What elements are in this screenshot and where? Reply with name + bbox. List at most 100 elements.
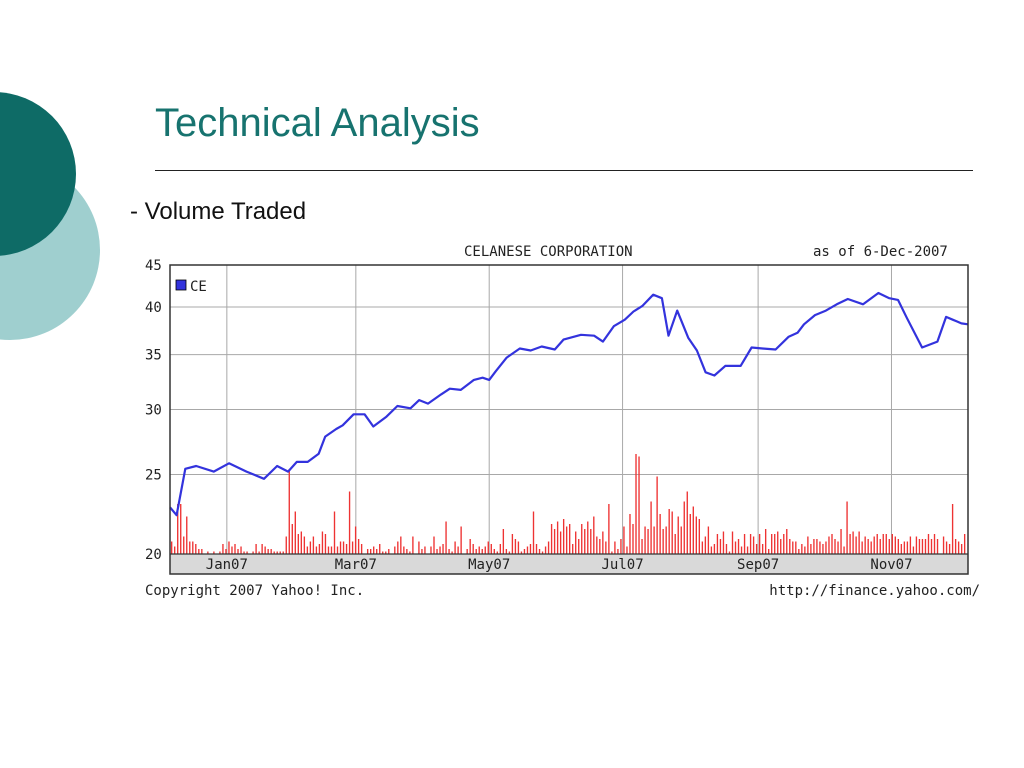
volume-bar xyxy=(764,529,767,554)
volume-bar xyxy=(662,529,664,554)
volume-bar xyxy=(698,519,701,554)
volume-bar xyxy=(948,544,951,554)
volume-bar xyxy=(538,549,541,554)
bullet-text: - Volume Traded xyxy=(130,198,307,225)
volume-bar xyxy=(237,549,239,554)
volume-bar xyxy=(246,551,248,554)
volume-bar xyxy=(650,501,652,554)
volume-bar xyxy=(276,551,278,554)
volume-bar xyxy=(789,539,791,554)
volume-bar xyxy=(846,501,848,554)
volume-bar xyxy=(418,541,420,554)
decorative-circles xyxy=(0,92,100,340)
volume-bar xyxy=(924,539,927,554)
volume-bar xyxy=(264,546,266,554)
volume-bar xyxy=(333,511,336,554)
volume-bar xyxy=(906,541,909,554)
volume-bar xyxy=(957,541,960,554)
x-tick-label: Nov07 xyxy=(870,557,912,573)
volume-bar xyxy=(291,524,293,554)
volume-bar xyxy=(707,526,710,554)
chart-as-of-date: as of 6-Dec-2007 xyxy=(813,244,948,260)
volume-bar xyxy=(825,541,827,554)
volume-bar xyxy=(502,529,505,554)
volume-bar xyxy=(629,514,631,554)
volume-bar xyxy=(885,534,887,554)
volume-bar xyxy=(867,539,869,554)
volume-bar xyxy=(777,531,779,554)
volume-bar xyxy=(484,546,486,554)
volume-bar xyxy=(312,536,315,554)
y-tick-label: 30 xyxy=(145,403,162,419)
volume-bar xyxy=(900,544,903,554)
title-divider xyxy=(155,170,973,171)
volume-bar xyxy=(475,549,477,554)
volume-bar xyxy=(942,536,945,554)
volume-bar xyxy=(348,491,351,554)
volume-bar xyxy=(783,534,785,554)
volume-bar xyxy=(382,551,384,554)
volume-bar xyxy=(342,541,345,554)
volume-bar xyxy=(590,529,592,554)
volume-bar xyxy=(644,526,646,554)
volume-bar xyxy=(180,504,182,554)
volume-bar xyxy=(186,516,188,554)
volume-bar xyxy=(786,529,788,554)
price-line-ce xyxy=(169,291,969,517)
volume-bar xyxy=(532,511,535,554)
volume-bar xyxy=(297,534,299,554)
volume-bar xyxy=(813,539,815,554)
volume-bar xyxy=(541,551,544,554)
volume-bar xyxy=(219,551,221,554)
volume-bar xyxy=(273,551,275,554)
volume-bar xyxy=(493,549,495,554)
volume-bar xyxy=(526,546,529,554)
volume-bar xyxy=(674,534,676,554)
volume-bar xyxy=(933,534,936,554)
volume-bar xyxy=(430,546,432,554)
volume-bar xyxy=(457,546,459,554)
volume-bar xyxy=(243,551,245,554)
volume-bar xyxy=(891,534,893,554)
volume-bar xyxy=(559,531,562,554)
volume-bar xyxy=(439,546,441,554)
volume-bar xyxy=(771,534,773,554)
volume-bar xyxy=(550,524,553,554)
volume-bar xyxy=(327,546,330,554)
volume-bar xyxy=(565,526,568,554)
volume-bar xyxy=(360,544,363,554)
volume-bar xyxy=(553,529,556,554)
volume-bar xyxy=(638,456,640,554)
volume-bar xyxy=(400,536,402,554)
volume-bar xyxy=(231,546,233,554)
volume-bar xyxy=(701,541,704,554)
volume-bar xyxy=(556,521,559,554)
volume-bar xyxy=(397,541,399,554)
volume-bar xyxy=(330,546,333,554)
volume-bar xyxy=(653,526,655,554)
volume-bar xyxy=(864,536,866,554)
volume-bar xyxy=(222,544,224,554)
volume-bar xyxy=(490,544,492,554)
volume-bar xyxy=(336,546,339,554)
volume-bar xyxy=(855,536,857,554)
volume-bar xyxy=(535,544,538,554)
volume-bar xyxy=(683,501,685,554)
volume-bar xyxy=(602,531,604,554)
volume-bar xyxy=(695,516,697,554)
volume-bar xyxy=(581,524,583,554)
volume-bar xyxy=(499,544,502,554)
volume-bar xyxy=(587,521,589,554)
chart-title: CELANESE CORPORATION xyxy=(464,244,633,260)
volume-bar xyxy=(828,536,830,554)
volume-bar xyxy=(252,551,254,554)
volume-bar xyxy=(903,541,906,554)
volume-bar xyxy=(466,549,468,554)
volume-bar xyxy=(876,534,878,554)
volume-bar xyxy=(478,546,480,554)
volume-bar xyxy=(388,549,390,554)
volume-bar xyxy=(177,504,179,554)
volume-bar xyxy=(722,531,725,554)
volume-bar xyxy=(442,544,444,554)
volume-bar xyxy=(572,544,574,554)
